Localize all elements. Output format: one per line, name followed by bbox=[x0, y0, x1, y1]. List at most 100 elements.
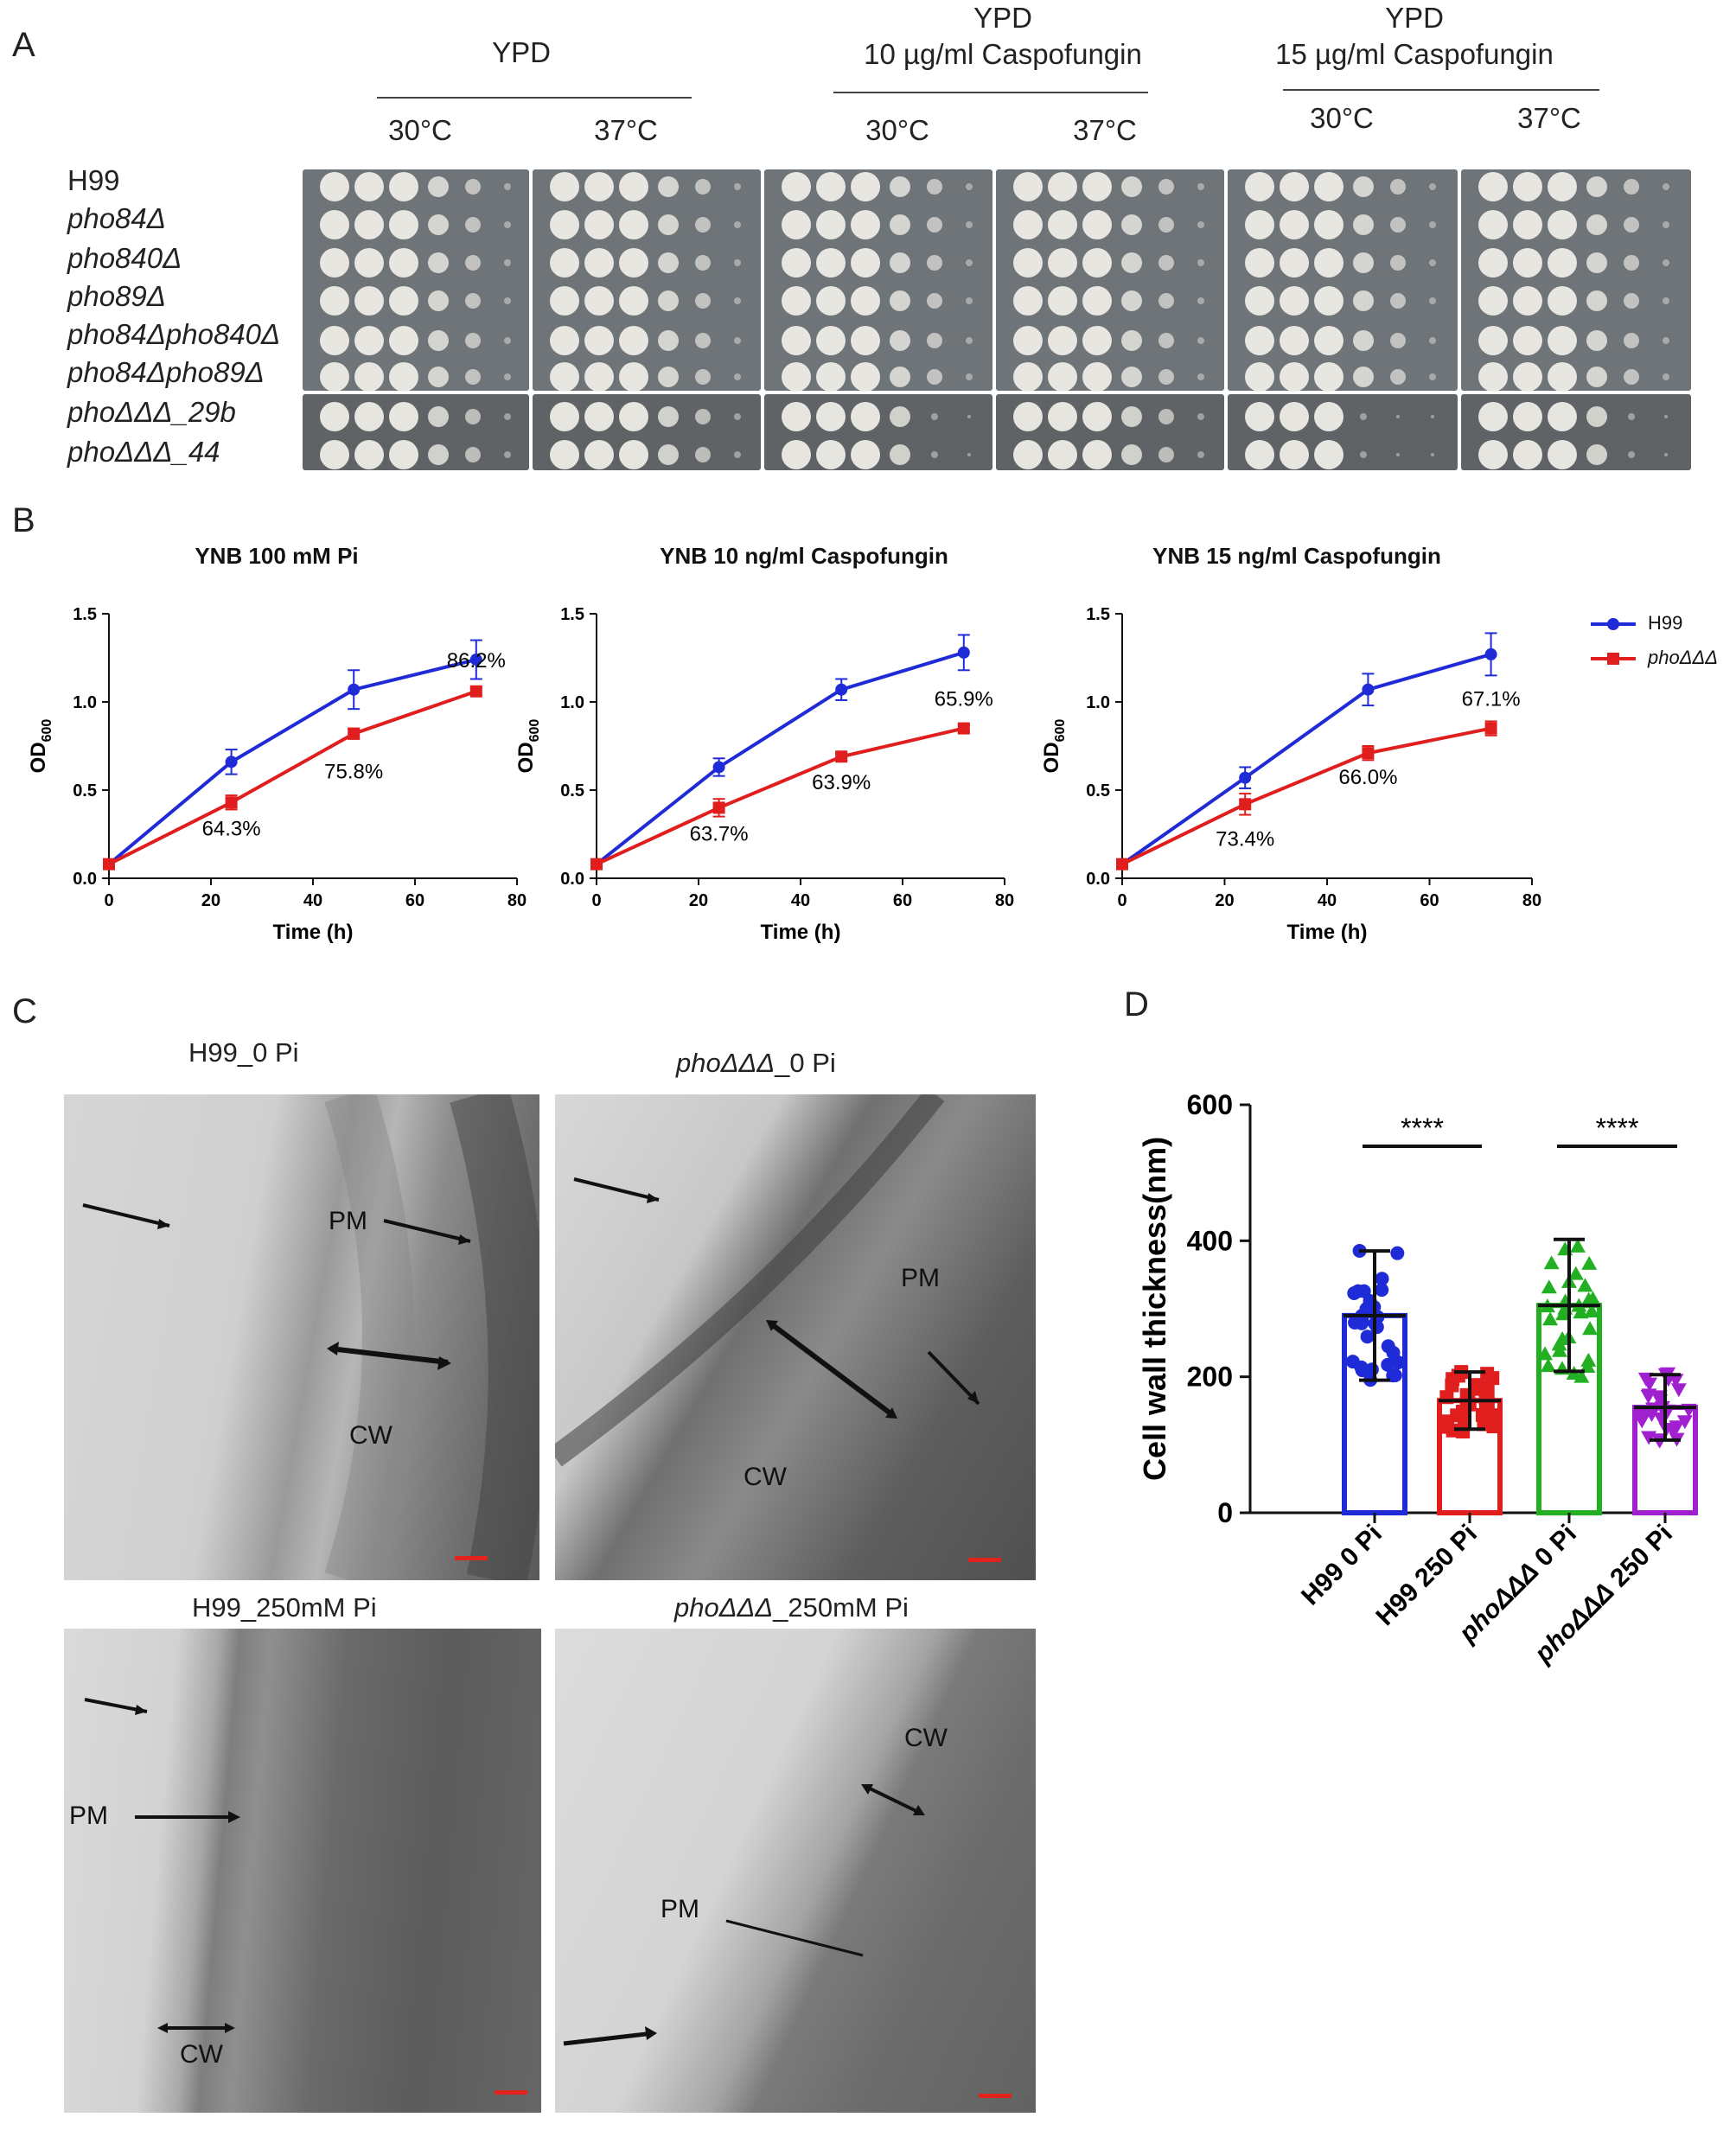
data-point-pho bbox=[1484, 722, 1497, 735]
colony-spot bbox=[890, 176, 910, 197]
colony-spot bbox=[1121, 367, 1142, 387]
data-point-h99 bbox=[1239, 771, 1252, 784]
em-1-label-pm: PM bbox=[329, 1207, 367, 1235]
scatter-point bbox=[1381, 1357, 1395, 1372]
colony-spot bbox=[695, 179, 711, 195]
colony-spot bbox=[465, 179, 481, 195]
colony-spot bbox=[1429, 183, 1436, 190]
colony-spot bbox=[816, 326, 846, 355]
colony-spot bbox=[1197, 413, 1204, 420]
scatter-point bbox=[1585, 1291, 1601, 1305]
scatter-point bbox=[1555, 1306, 1572, 1321]
colony-spot bbox=[851, 210, 880, 239]
colony-spot bbox=[1586, 176, 1607, 197]
colony-spot bbox=[782, 210, 811, 239]
x-axis-label: Time (h) bbox=[1287, 921, 1368, 944]
scatter-point bbox=[1580, 1352, 1597, 1367]
scatter-point bbox=[1552, 1342, 1568, 1357]
scatter-point bbox=[1542, 1311, 1559, 1326]
colony-spot bbox=[658, 367, 679, 387]
scatter-point bbox=[1567, 1266, 1584, 1280]
colony-spot bbox=[465, 217, 481, 233]
colony-spot bbox=[504, 373, 511, 380]
colony-spot bbox=[1663, 337, 1669, 344]
colony-spot bbox=[851, 286, 880, 316]
colony-spot bbox=[354, 440, 384, 469]
condition-2-line2: 10 µg/ml Caspofungin bbox=[864, 38, 1142, 70]
legend-label-pho: phoΔΔΔ bbox=[1648, 647, 1718, 668]
colony-spot bbox=[890, 444, 910, 465]
em-2-scalebar bbox=[968, 1558, 1001, 1562]
colony-spot bbox=[1048, 402, 1077, 431]
colony-spot bbox=[1121, 330, 1142, 351]
colony-spot bbox=[1158, 255, 1174, 271]
colony-spot bbox=[658, 406, 679, 427]
colony-spot bbox=[504, 297, 511, 304]
em-image-1-overlay bbox=[82, 1094, 539, 1580]
scatter-point bbox=[1446, 1372, 1460, 1387]
colony-spot bbox=[1353, 330, 1374, 351]
colony-spot bbox=[584, 248, 614, 277]
colony-spot bbox=[428, 290, 449, 311]
colony-spot bbox=[1314, 402, 1343, 431]
colony-spot bbox=[504, 413, 511, 420]
colony-spot bbox=[1121, 214, 1142, 235]
colony-spot bbox=[1082, 402, 1112, 431]
panel-d-letter: D bbox=[1124, 985, 1149, 1024]
em-title-4-strain: phoΔΔΔ bbox=[674, 1592, 774, 1623]
colony-spot bbox=[1663, 373, 1669, 380]
colony-spot bbox=[851, 440, 880, 469]
colony-spot bbox=[550, 440, 579, 469]
y-tick-label: 0.5 bbox=[73, 781, 97, 800]
x-tick-label: 60 bbox=[1420, 891, 1439, 910]
colony-spot bbox=[1048, 440, 1077, 469]
colony-spot bbox=[816, 248, 846, 277]
x-tick-label: 80 bbox=[995, 891, 1014, 910]
data-point-pho bbox=[590, 858, 603, 870]
y-axis-label-main: OD bbox=[514, 742, 538, 773]
colony-spot bbox=[658, 252, 679, 273]
colony-spot bbox=[658, 214, 679, 235]
colony-spot bbox=[1013, 362, 1043, 392]
colony-spot bbox=[1396, 415, 1400, 418]
colony-spot bbox=[1314, 326, 1343, 355]
colony-spot bbox=[619, 362, 648, 392]
scatter-point bbox=[1541, 1279, 1557, 1294]
x-tick-label-condition: 250 Pi bbox=[1599, 1520, 1678, 1598]
data-point-h99 bbox=[225, 756, 238, 768]
colony-spot bbox=[1429, 259, 1436, 266]
colony-spot bbox=[816, 286, 846, 316]
x-tick-label: 80 bbox=[507, 891, 527, 910]
em-2-arrow-1 bbox=[573, 1177, 660, 1202]
y-tick-label: 1.0 bbox=[73, 693, 97, 712]
colony-spot bbox=[428, 367, 449, 387]
colony-spot bbox=[1548, 172, 1577, 201]
colony-spot bbox=[1353, 290, 1374, 311]
colony-spot bbox=[1082, 286, 1112, 316]
colony-spot bbox=[1663, 183, 1669, 190]
scatter-point bbox=[1581, 1255, 1598, 1270]
colony-spot bbox=[550, 402, 579, 431]
colony-spot bbox=[1245, 210, 1274, 239]
colony-spot bbox=[465, 333, 481, 348]
colony-spot bbox=[1353, 176, 1374, 197]
em-image-pho-0pi: PM CW bbox=[555, 1094, 1036, 1580]
colony-spot bbox=[1197, 297, 1204, 304]
temp-label-6: 37°C bbox=[1517, 102, 1581, 134]
colony-spot bbox=[1624, 369, 1639, 385]
colony-spot bbox=[320, 248, 349, 277]
colony-spot bbox=[389, 440, 418, 469]
colony-spot bbox=[1245, 286, 1274, 316]
colony-spot bbox=[428, 444, 449, 465]
chart-title-3: YNB 15 ng/ml Caspofungin bbox=[1152, 543, 1441, 569]
colony-spot bbox=[1048, 248, 1077, 277]
colony-spot bbox=[465, 255, 481, 271]
colony-spot bbox=[1586, 406, 1607, 427]
em-title-4-suffix: _250mM Pi bbox=[773, 1592, 909, 1623]
y-tick-label: 1.5 bbox=[73, 605, 97, 624]
colony-spot bbox=[1429, 337, 1436, 344]
colony-spot bbox=[1624, 217, 1639, 233]
colony-spot bbox=[1548, 402, 1577, 431]
em-2-arrow-cw bbox=[768, 1320, 896, 1419]
colony-spot bbox=[782, 440, 811, 469]
